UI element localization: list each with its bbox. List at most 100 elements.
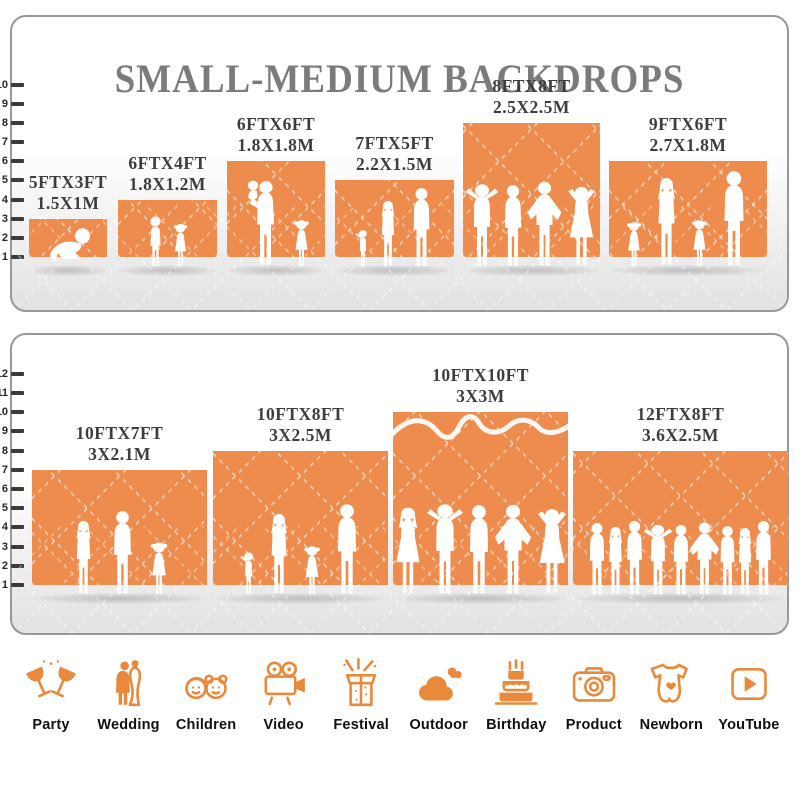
category-label: Video [263, 717, 304, 733]
ruler-number: 6 [1, 155, 8, 168]
ruler-number: 4 [1, 521, 8, 534]
man-silhouette [720, 525, 735, 595]
ruler-tick [11, 178, 24, 183]
product-icon [568, 658, 620, 710]
ruler-tick [11, 140, 24, 145]
category-label: Product [565, 717, 622, 733]
page-title: SMALL-MEDIUM BACKDROPS [114, 57, 685, 102]
ruler-tick [11, 448, 24, 453]
boy-silhouette [150, 216, 161, 267]
category-label: Wedding [97, 717, 160, 733]
panel-medium-backdrops: 12111098765432110FTX7FT3X2.1M10FTX8FT3X2… [0, 333, 789, 635]
girl-silhouette [173, 224, 188, 267]
man-hands-head-silhouette [643, 524, 673, 595]
category-label: Children [175, 717, 237, 733]
ruler-tick [11, 391, 24, 395]
festival-icon [335, 658, 387, 710]
ground-shadow [118, 265, 216, 276]
ground-shadow [610, 265, 766, 276]
block-size-label: 7FTX5FT 2.2X1.5M [285, 133, 505, 175]
block-size-label: 9FTX6FT 2.7X1.8M [578, 114, 798, 156]
block-size-label: 6FTX6FT 1.8X1.8M [166, 114, 386, 156]
ground-shadow [33, 593, 206, 604]
category-newborn: Newborn [636, 658, 706, 733]
category-youtube: YouTube [714, 658, 784, 733]
man-silhouette [469, 505, 488, 594]
woman-silhouette [75, 520, 91, 594]
category-label: Festival [333, 717, 389, 733]
backdrop-block-9ftx6ft: 9FTX6FT 2.7X1.8M [609, 114, 767, 276]
ruler-number: 7 [1, 136, 8, 149]
size-feet: 6FTX6FT [236, 114, 316, 134]
category-children: Children [171, 658, 241, 733]
block-size-label: 5FTX3FT 1.5X1M [0, 172, 178, 214]
ruler-number: 3 [1, 540, 8, 553]
man-hands-hips-silhouette [494, 504, 531, 594]
category-row: Party Wedding Children Video Festival Ou… [16, 658, 784, 733]
man-silhouette [673, 524, 689, 595]
woman-silhouette [270, 514, 287, 593]
toddler-silhouette [239, 552, 253, 595]
woman-hands-head-silhouette [537, 509, 566, 593]
girl-silhouette [294, 220, 309, 267]
size-meters: 1.8X1.8M [237, 135, 315, 155]
size-feet: 7FTX5FT [355, 133, 434, 153]
backdrop-block-6ftx4ft: 6FTX4FT 1.8X1.2M [118, 153, 217, 276]
ruler-tick [11, 120, 24, 125]
category-label: Newborn [639, 717, 704, 733]
ruler-tick [11, 429, 24, 434]
ruler-number: 10 [0, 78, 8, 91]
category-label: Birthday [486, 717, 547, 733]
ruler-number: 1 [1, 579, 8, 591]
ruler-tick [11, 159, 24, 164]
silhouette-group [597, 170, 779, 270]
ruler-tick [11, 583, 24, 587]
ruler-tick [11, 216, 24, 221]
man-hands-hips-silhouette [689, 522, 720, 595]
woman-hands-head-silhouette [567, 186, 595, 265]
ruler-number: 6 [1, 483, 8, 495]
outdoor-icon [413, 658, 465, 710]
size-feet: 5FTX3FT [28, 172, 108, 192]
video-icon [258, 658, 310, 710]
ruler-tick [11, 255, 24, 259]
size-meters: 3X2.1M [88, 444, 151, 464]
category-video: Video [249, 658, 319, 733]
silhouette-group [323, 187, 466, 270]
ruler-tick [11, 371, 24, 376]
panel-small-backdrops: SMALL-MEDIUM BACKDROPS 10 9 8 7 6 5 4 3 2 1 5FTX3F… [0, 15, 789, 312]
category-label: Party [32, 717, 70, 733]
man-silhouette [756, 521, 771, 595]
size-feet: 10FTX7FT [75, 423, 164, 443]
ruler-number: 12 [0, 367, 8, 380]
man-silhouette [413, 188, 429, 266]
category-outdoor: Outdoor [404, 658, 474, 733]
size-meters: 3.6X2.5M [642, 425, 719, 445]
birthday-icon [490, 658, 542, 710]
ruler-number: 9 [1, 425, 8, 438]
category-product: Product [559, 658, 629, 733]
man-silhouette [113, 511, 131, 594]
ruler-tick [11, 197, 24, 202]
man-silhouette [337, 504, 356, 594]
newborn-icon [645, 658, 697, 710]
category-party: Party [16, 658, 86, 733]
block-size-label: 6FTX4FT 1.8X1.2M [58, 153, 278, 195]
ground-shadow [575, 593, 786, 604]
block-size-label: 10FTX10FT 3X3M [371, 365, 591, 407]
category-label: YouTube [718, 717, 780, 733]
party-icon [25, 658, 77, 710]
mother-with-baby-silhouette [247, 180, 274, 265]
woman-silhouette [738, 527, 752, 594]
ruler-tick [11, 410, 24, 415]
ruler-tick [11, 82, 24, 87]
ruler-number: 8 [1, 444, 8, 457]
silhouette-group [561, 520, 800, 598]
size-feet: 12FTX8FT [636, 404, 725, 424]
block-size-label: 8FTX8FT 2.5X2.5M [422, 76, 642, 118]
backdrop-block-10ftx10ft: 10FTX10FT 3X3M [393, 365, 568, 604]
size-feet: 6FTX4FT [128, 153, 207, 173]
backdrop-block-7ftx5ft: 7FTX5FT 2.2X1.5M [335, 133, 454, 276]
backdrop-block-10ftx8ft: 10FTX8FT 3X2.5M [213, 404, 388, 604]
